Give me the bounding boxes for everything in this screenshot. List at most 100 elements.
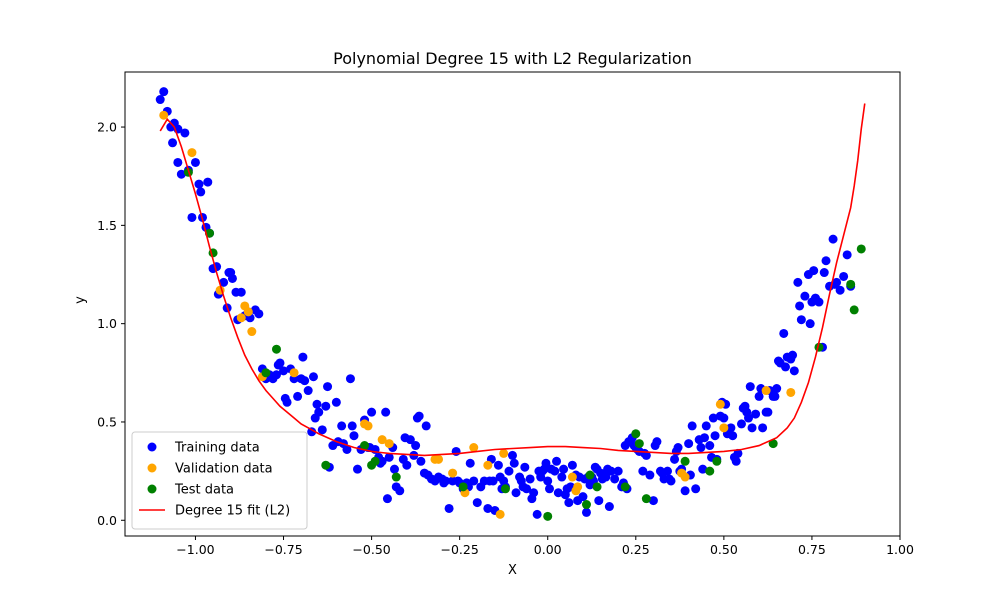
series-1-point-19 [495,509,505,519]
series-0-point-9 [180,128,190,138]
legend: Training data Validation data Test data Deg… [131,431,308,530]
x-tick-label-5: 0.25 [622,542,650,557]
x-tick-label-0: −1.00 [176,542,214,557]
series-0-point-69 [349,431,359,441]
series-0-point-271 [821,256,831,266]
legend-marker-2 [147,484,157,494]
series-0-point-51 [303,386,313,396]
series-0-point-259 [793,277,803,287]
series-0-point-240 [747,423,757,433]
series-0-point-217 [699,433,709,443]
series-0-point-254 [781,362,791,372]
series-0-point-115 [472,498,482,508]
series-0-point-70 [353,464,362,474]
series-0-point-212 [687,421,697,431]
series-2-point-25 [846,279,856,289]
series-0-point-150 [552,456,562,466]
series-0-point-277 [839,271,849,281]
series-1-point-21 [567,472,577,482]
legend-entry-3: Degree 15 fit (L2) [175,504,290,519]
x-tick-label-1: −0.75 [264,542,302,557]
series-0-point-147 [544,484,554,494]
series-0-point-17 [203,177,213,187]
series-0-point-164 [581,507,591,517]
series-0-point-97 [421,421,431,431]
series-0-point-140 [532,509,542,519]
series-0-point-206 [673,443,683,453]
series-0-point-171 [594,496,604,506]
series-0-point-121 [488,476,498,486]
series-0-point-201 [663,466,672,476]
plot-area [155,87,866,521]
series-0-point-233 [733,448,743,458]
x-tick-label-8: 1.00 [886,542,914,557]
y-axis-label: y [73,296,88,304]
series-0-point-55 [312,399,322,409]
series-0-point-177 [604,502,614,512]
series-0-point-275 [832,277,842,287]
series-2-point-20 [680,456,690,466]
series-0-point-4 [168,138,178,148]
series-0-point-213 [691,484,701,494]
series-2-point-16 [620,482,630,492]
legend-entry-1: Validation data [175,462,273,477]
series-0-point-175 [601,472,611,482]
series-0-point-153 [559,464,569,474]
series-0-point-250 [772,384,782,394]
series-0-point-195 [648,496,658,506]
series-0-point-11 [187,212,197,222]
series-0-point-221 [708,413,718,423]
series-1-point-12 [384,439,394,449]
series-0-point-129 [508,450,517,460]
series-0-point-26 [227,273,237,283]
series-0-point-75 [367,407,377,417]
series-0-point-234 [736,419,746,429]
series-0-point-79 [377,456,387,466]
series-0-point-261 [796,315,806,325]
series-0-point-12 [190,157,200,167]
series-0-point-145 [541,458,551,468]
x-tick-label-6: 0.50 [710,542,738,557]
series-0-point-8 [176,169,186,179]
series-0-point-86 [395,486,405,496]
series-1-point-10 [363,421,373,431]
series-0-point-149 [550,466,560,476]
series-3-line [159,103,866,457]
series-0-point-22 [219,277,229,287]
series-0-point-194 [645,470,655,480]
series-0-point-270 [819,268,829,278]
series-0-point-128 [504,466,514,476]
series-0-point-222 [710,431,720,441]
series-1-point-23 [573,482,583,492]
series-2-point-23 [768,439,778,449]
series-0-point-90 [405,435,415,445]
series-2-point-26 [849,305,859,315]
legend-frame [131,431,308,530]
series-0-point-226 [719,413,729,423]
series-0-point-94 [414,411,424,421]
series-0-point-241 [751,409,761,419]
series-0-point-232 [731,456,741,466]
series-0-point-34 [254,309,264,319]
series-0-point-219 [705,441,715,451]
series-0-point-215 [696,443,706,453]
series-1-point-15 [448,468,458,478]
series-1-point-28 [761,386,771,396]
series-0-point-268 [814,297,824,307]
series-0-point-14 [196,187,206,197]
series-0-point-253 [779,328,789,338]
series-0-point-179 [610,474,620,484]
series-0-point-218 [701,421,711,431]
series-0-point-210 [684,439,694,449]
series-0-point-84 [389,464,399,474]
series-0-point-162 [578,492,588,502]
axes-frame [124,71,901,537]
series-0-point-146 [543,476,553,486]
series-1-point-29 [786,387,796,397]
series-1-point-26 [715,399,725,409]
series-0-point-242 [754,391,764,401]
series-0-point-137 [525,474,535,484]
series-0-point-246 [763,407,773,417]
series-2-point-6 [360,441,370,451]
legend-entry-0: Training data [174,441,260,456]
